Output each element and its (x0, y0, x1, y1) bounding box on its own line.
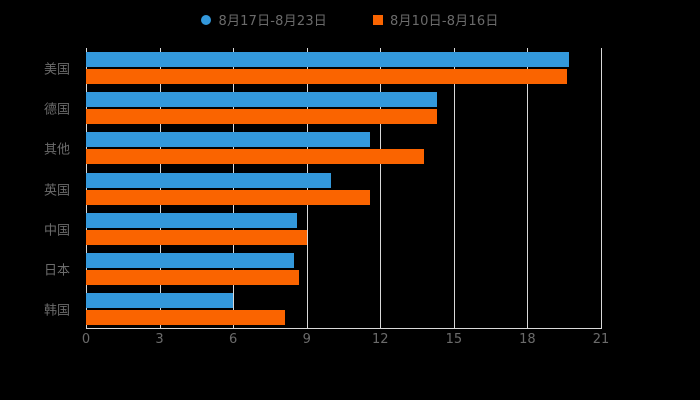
gridline-1 (159, 48, 161, 329)
bar-group (86, 92, 601, 125)
bar[interactable] (86, 212, 297, 228)
legend-item-series-0[interactable]: 8月17日-8月23日 (201, 10, 327, 29)
y-axis-category-labels: 美国德国其他英国中国日本韩国 (0, 48, 78, 329)
bar-group (86, 252, 601, 285)
legend-square-marker-icon (373, 14, 383, 25)
bar[interactable] (86, 69, 567, 85)
gridline-6 (527, 48, 529, 329)
bar[interactable] (86, 172, 332, 188)
category-label: 日本 (43, 263, 70, 279)
x-tick-label-2: 6 (229, 332, 238, 347)
bar-group (86, 172, 601, 205)
category-label: 其他 (43, 142, 70, 158)
bar[interactable] (86, 292, 234, 308)
plot-area (86, 48, 602, 329)
gridline-5 (453, 48, 455, 329)
category-label: 中国 (43, 223, 70, 239)
category-label: 英国 (43, 183, 70, 198)
x-tick-label-3: 9 (302, 332, 311, 347)
legend-label-series-1: 8月10日-8月16日 (390, 14, 499, 29)
x-tick-label-0: 0 (81, 332, 91, 347)
chart-legend: 8月17日-8月23日 8月10日-8月16日 (0, 10, 700, 29)
gridline-0 (86, 48, 87, 329)
legend-label-series-0: 8月17日-8月23日 (218, 14, 327, 29)
bar[interactable] (86, 252, 295, 268)
bar-group (86, 212, 601, 245)
gridline-4 (380, 48, 382, 329)
bar[interactable] (86, 309, 285, 325)
x-tick-label-7: 21 (592, 332, 610, 347)
bar[interactable] (86, 189, 371, 205)
x-axis-tick-labels: 0 3 6 9 12 15 18 21 (82, 332, 609, 352)
bar[interactable] (86, 132, 371, 148)
bar[interactable] (86, 269, 300, 285)
x-tick-label-6: 18 (519, 332, 536, 347)
x-tick-label-1: 3 (155, 332, 164, 347)
category-label: 韩国 (43, 303, 70, 319)
category-label: 美国 (43, 62, 70, 78)
bar-group (86, 52, 601, 85)
gridline-3 (306, 48, 308, 329)
x-axis-line (86, 328, 601, 329)
bar[interactable] (86, 229, 307, 245)
gridline-2 (233, 48, 235, 329)
bar[interactable] (86, 149, 425, 165)
bar-group (86, 132, 601, 165)
gridline-7 (601, 48, 602, 329)
bar[interactable] (86, 92, 437, 108)
x-tick-label-4: 12 (372, 332, 389, 347)
legend-item-series-1[interactable]: 8月10日-8月16日 (373, 10, 499, 29)
bar[interactable] (86, 52, 570, 68)
category-label: 德国 (43, 102, 70, 118)
bar-group (86, 292, 601, 325)
legend-circle-marker-icon (201, 14, 212, 25)
x-tick-label-5: 15 (445, 332, 463, 347)
bar[interactable] (86, 109, 437, 125)
